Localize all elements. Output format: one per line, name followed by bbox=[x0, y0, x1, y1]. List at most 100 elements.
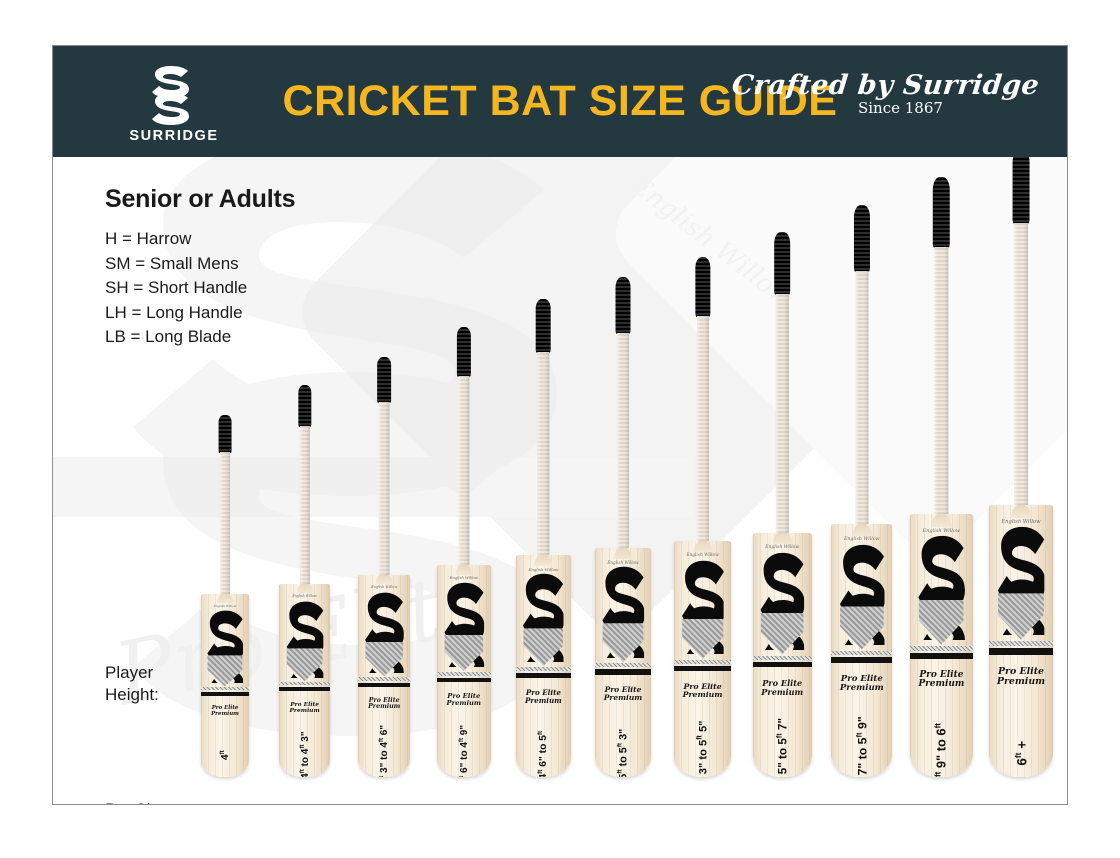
black-band bbox=[515, 673, 572, 678]
bat-4[interactable]: English Willow Pro Elite Premium 4ft 6" to … bbox=[515, 299, 572, 777]
legend-item-sm: SM = Small Mens bbox=[105, 253, 239, 273]
english-willow-text: English Willow bbox=[371, 585, 398, 590]
black-band bbox=[910, 652, 973, 659]
bat-shoulder bbox=[217, 593, 233, 603]
crafted-script-text: Crafted by Surridge bbox=[730, 70, 1041, 101]
bat-size-row-label: Bat Size: bbox=[105, 800, 173, 804]
checker-band bbox=[594, 663, 652, 668]
bat-shoulder bbox=[455, 564, 473, 575]
bat-grip-cap bbox=[694, 257, 711, 317]
checker-band bbox=[279, 682, 330, 686]
bat-handle bbox=[378, 401, 390, 577]
black-band bbox=[279, 687, 330, 692]
model-name-text: Pro Elite Premium bbox=[761, 677, 804, 697]
bat-grip-cap bbox=[853, 205, 870, 272]
legend-heading: Senior or Adults bbox=[105, 185, 296, 213]
bat-handle bbox=[934, 246, 949, 517]
checker-band bbox=[752, 655, 812, 660]
english-willow-text: English Willow bbox=[922, 527, 961, 534]
checker-band bbox=[515, 667, 572, 671]
checker-band bbox=[358, 677, 411, 681]
bat-shoulder bbox=[852, 523, 872, 536]
bat-handle bbox=[299, 425, 310, 586]
english-willow-text: English Willow bbox=[843, 536, 880, 542]
bat-grip-cap bbox=[218, 415, 232, 453]
player-height-value: 5ft to 5ft 3" bbox=[616, 729, 630, 777]
since-text: Since 1867 bbox=[857, 99, 943, 117]
bat-handle bbox=[220, 451, 230, 596]
model-name-text: Pro Elite Premium bbox=[289, 700, 320, 715]
player-height-value: 4ft 6" to 4ft 9" bbox=[457, 724, 470, 777]
bat-shoulder bbox=[375, 574, 393, 585]
bat-blade: English Willow Pro Elite Premium 4ft bbox=[200, 593, 250, 777]
bat-1[interactable]: English Willow Pro Elite Premium 4ft to 4ft… bbox=[279, 385, 330, 777]
bat-handle bbox=[617, 332, 629, 550]
player-height-value: 6ft + bbox=[1012, 740, 1030, 766]
bat-grip-cap bbox=[615, 277, 631, 334]
poster-panel: SURRIDGE CRICKET BAT SIZE GUIDE Crafted … bbox=[52, 45, 1068, 805]
model-name-text: Pro Elite Premium bbox=[368, 696, 401, 711]
legend-item-h: H = Harrow bbox=[105, 229, 192, 248]
bat-grip-cap bbox=[456, 327, 471, 377]
checker-band bbox=[910, 645, 973, 651]
black-band bbox=[436, 677, 491, 683]
bat-handle bbox=[855, 270, 869, 526]
english-willow-text: English Willow bbox=[213, 603, 237, 608]
player-height-value: 4ft 3" to 4ft 6" bbox=[378, 724, 391, 777]
model-name-text: Pro Elite Premium bbox=[682, 681, 723, 700]
black-band bbox=[752, 661, 812, 668]
model-name-text: Pro Elite Premium bbox=[996, 665, 1046, 687]
english-willow-text: English Willow bbox=[607, 559, 639, 565]
player-height-label-line2: Height: bbox=[105, 685, 159, 704]
black-band bbox=[673, 666, 732, 672]
bat-shoulder bbox=[1011, 505, 1031, 518]
player-height-value: 5ft 3" to 5ft 5" bbox=[696, 720, 709, 777]
model-name-text: Pro Elite Premium bbox=[211, 705, 239, 718]
checker-band bbox=[831, 650, 893, 656]
english-willow-text: English Willow bbox=[1001, 519, 1041, 525]
black-band bbox=[831, 657, 893, 664]
bat-blade: English Willow Pro Elite Premium 4ft to 4ft… bbox=[279, 583, 330, 777]
brand-wordmark: SURRIDGE bbox=[129, 128, 219, 144]
bat-grip-cap bbox=[536, 299, 551, 353]
bat-grip-cap bbox=[377, 357, 392, 403]
bat-handle bbox=[775, 294, 789, 535]
bat-0[interactable]: English Willow Pro Elite Premium 4ft bbox=[200, 415, 250, 777]
bat-grip-cap bbox=[1012, 157, 1030, 224]
bat-handle bbox=[537, 351, 550, 558]
player-height-label-line1: Player bbox=[105, 663, 154, 682]
english-willow-text: English Willow bbox=[449, 575, 478, 580]
model-name-text: Pro Elite Premium bbox=[918, 669, 965, 690]
legend-block: Senior or Adults H = Harrow SM = Small M… bbox=[105, 185, 296, 350]
model-name-text: Pro Elite Premium bbox=[603, 684, 643, 702]
bat-grip-cap bbox=[774, 232, 791, 296]
legend-item-lh: LH = Long Handle bbox=[105, 302, 243, 322]
black-band bbox=[200, 692, 250, 697]
bat-shoulder bbox=[614, 547, 632, 559]
bat-handle bbox=[458, 375, 470, 567]
english-willow-text: English Willow bbox=[686, 553, 719, 559]
player-height-value: 5ft 5" to 5ft 7" bbox=[774, 718, 790, 777]
bat-grip-cap bbox=[933, 177, 950, 248]
bat-shoulder bbox=[693, 541, 712, 553]
player-height-value: 4ft to 4ft 3" bbox=[298, 731, 311, 777]
content-stage: Pro Elite English Willow Senior or Adult… bbox=[53, 157, 1067, 804]
black-band bbox=[594, 669, 652, 675]
checker-band bbox=[673, 659, 732, 664]
player-height-row-label: Player Height: bbox=[105, 662, 159, 706]
model-name-text: Pro Elite Premium bbox=[525, 688, 562, 705]
bat-lh-lb[interactable]: English Willow Pro Elite Premium 6ft + bbox=[989, 157, 1053, 777]
